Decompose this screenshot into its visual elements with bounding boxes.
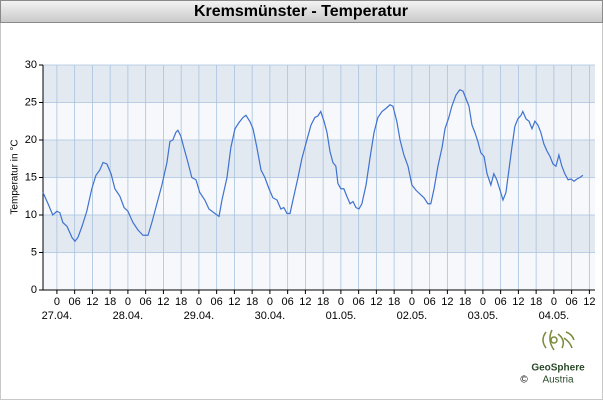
x-tick-label: 0 <box>480 296 486 308</box>
x-tick-label: 06 <box>282 296 294 308</box>
date-label: 02.05. <box>397 310 428 322</box>
x-tick-label: 12 <box>157 296 169 308</box>
x-tick-label: 12 <box>370 296 382 308</box>
y-tick-label: 20 <box>25 134 37 146</box>
x-tick-label: 18 <box>317 296 329 308</box>
x-tick-label: 18 <box>175 296 187 308</box>
logo-sub: Austria <box>542 375 574 386</box>
date-label: 01.05. <box>326 310 357 322</box>
y-tick-label: 10 <box>25 209 37 221</box>
copyright: © <box>520 375 528 386</box>
x-tick-label: 0 <box>196 296 202 308</box>
date-label: 27.04. <box>42 310 73 322</box>
x-tick-label: 06 <box>211 296 223 308</box>
y-tick-label: 0 <box>31 284 37 296</box>
x-tick-label: 12 <box>228 296 240 308</box>
band <box>43 215 595 253</box>
date-label: 28.04. <box>113 310 144 322</box>
x-tick-label: 06 <box>353 296 365 308</box>
band <box>43 177 595 215</box>
band <box>43 102 595 140</box>
date-label: 03.05. <box>468 310 499 322</box>
x-tick-label: 12 <box>512 296 524 308</box>
x-tick-label: 12 <box>583 296 595 308</box>
x-tick-label: 0 <box>125 296 131 308</box>
date-label: 30.04. <box>255 310 286 322</box>
x-tick-label: 18 <box>530 296 542 308</box>
date-label: 29.04. <box>184 310 215 322</box>
logo-mark <box>542 329 575 351</box>
y-tick-label: 25 <box>25 96 37 108</box>
band <box>43 140 595 178</box>
x-tick-label: 06 <box>495 296 507 308</box>
band <box>43 65 595 103</box>
x-tick-label: 12 <box>441 296 453 308</box>
chart-title: Kremsmünster - Temperatur <box>194 3 408 20</box>
x-tick-label: 0 <box>267 296 273 308</box>
y-tick-label: 5 <box>31 246 37 258</box>
x-tick-label: 0 <box>338 296 344 308</box>
x-tick-label: 18 <box>104 296 116 308</box>
x-tick-label: 0 <box>551 296 557 308</box>
temperature-line <box>42 88 584 243</box>
x-tick-label: 12 <box>86 296 98 308</box>
band <box>43 252 595 290</box>
x-tick-label: 18 <box>246 296 258 308</box>
x-tick-label: 06 <box>140 296 152 308</box>
x-tick-label: 06 <box>69 296 81 308</box>
logo-name: GeoSphere <box>531 363 585 374</box>
plot-area: 0 5 10 15 20 25 30 0 06 12 18 0 06 12 18 0 06 12 18 0 06 12 18… <box>25 59 596 322</box>
x-tick-label: 18 <box>459 296 471 308</box>
x-tick-label: 12 <box>299 296 311 308</box>
y-axis-label: Temperatur in °C <box>10 139 21 214</box>
x-tick-label: 06 <box>424 296 436 308</box>
x-tick-label: 0 <box>54 296 60 308</box>
y-tick-label: 15 <box>25 171 37 183</box>
x-tick-label: 18 <box>388 296 400 308</box>
x-tick-label: 06 <box>566 296 578 308</box>
logo <box>542 329 575 351</box>
y-tick-label: 30 <box>25 59 37 71</box>
x-tick-label: 0 <box>409 296 415 308</box>
date-label: 04.05. <box>539 310 570 322</box>
